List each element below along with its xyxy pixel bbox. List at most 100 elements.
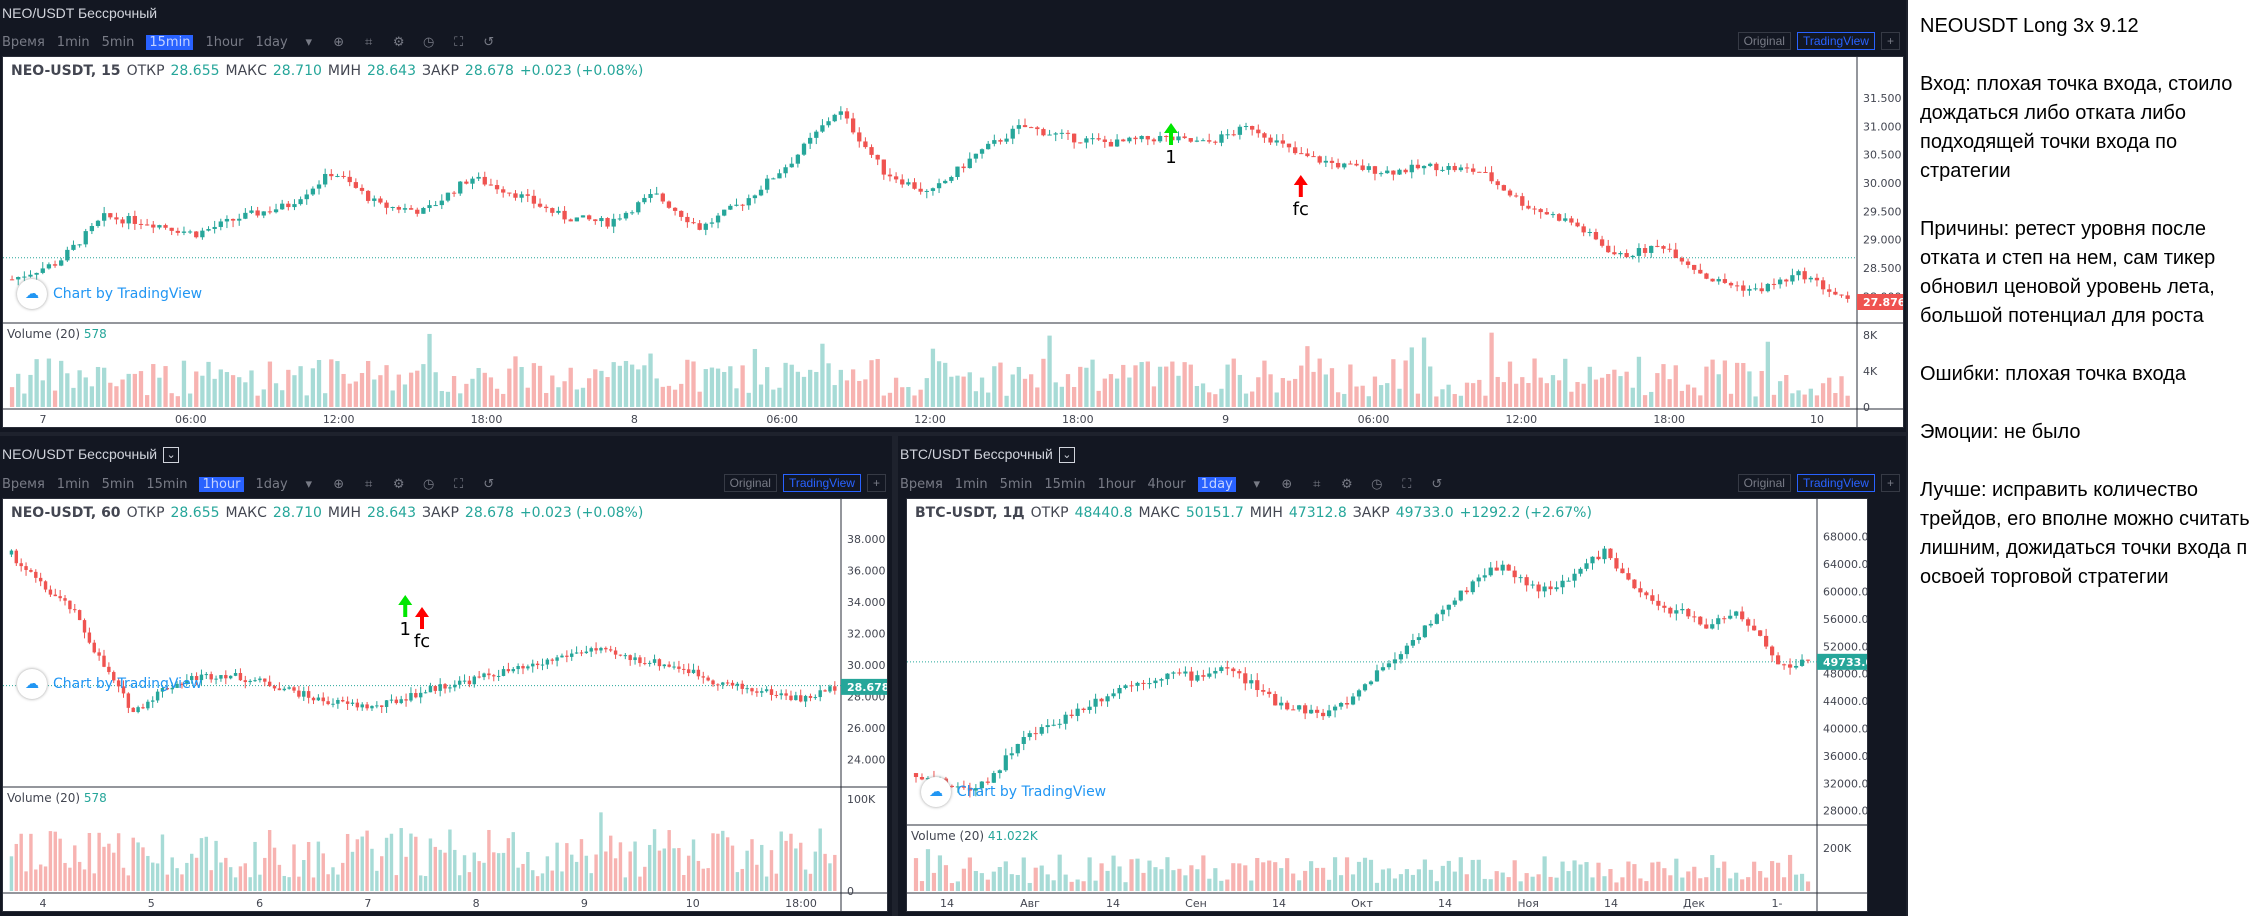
tradingview-button[interactable]: TradingView: [1796, 32, 1875, 50]
tradingview-watermark[interactable]: ☁ Chart by TradingView: [921, 777, 1106, 807]
original-button[interactable]: Original: [1737, 32, 1791, 50]
top-chart[interactable]: 28.00028.50029.00029.50030.00030.50031.0…: [2, 56, 1904, 428]
candle-body: [24, 566, 28, 570]
volume-bar: [1157, 366, 1163, 407]
fullscreen-icon[interactable]: ⛶: [454, 476, 464, 492]
candle-body: [280, 203, 285, 210]
interval-4hour[interactable]: 4hour: [1147, 476, 1186, 492]
interval-1day[interactable]: 1day: [255, 34, 288, 50]
candle-body: [482, 176, 487, 185]
candle-body: [1494, 567, 1499, 571]
interval-dropdown-icon[interactable]: ▾: [305, 476, 312, 492]
candle-body: [470, 178, 475, 184]
y-tick-label: 26.000: [847, 722, 886, 735]
candle-body: [224, 218, 230, 222]
interval-1hour[interactable]: 1hour: [199, 476, 244, 492]
interval-1min[interactable]: 1min: [954, 476, 988, 492]
add-button[interactable]: +: [1880, 32, 1900, 50]
interval-dropdown-icon[interactable]: ▾: [1253, 476, 1261, 492]
top-chart-canvas[interactable]: 28.00028.50029.00029.50030.00030.50031.0…: [3, 57, 1904, 428]
interval-1day[interactable]: 1day: [1197, 476, 1236, 492]
candle-body: [292, 204, 297, 208]
volume-bar: [414, 836, 418, 891]
candle-body: [1231, 668, 1236, 672]
settings-icon[interactable]: ⚙: [392, 34, 405, 50]
interval-15min[interactable]: 15min: [146, 34, 194, 50]
chart-type-icon[interactable]: ⌗: [1313, 476, 1321, 492]
reset-icon[interactable]: ↺: [483, 476, 495, 492]
add-button[interactable]: +: [1880, 474, 1900, 492]
tradingview-button[interactable]: TradingView: [782, 474, 861, 492]
tradingview-watermark[interactable]: ☁ Chart by TradingView: [17, 669, 202, 699]
interval-5min[interactable]: 5min: [101, 34, 135, 50]
chart-type-icon[interactable]: ⌗: [365, 34, 373, 50]
original-button[interactable]: Original: [1737, 474, 1791, 492]
interval-1day[interactable]: 1day: [255, 476, 288, 492]
br-chart[interactable]: 28000.0 32000.0 36000.0 40000.0 44000.0 48000…: [906, 498, 1868, 912]
candle-body: [402, 208, 408, 210]
candle-body: [384, 700, 389, 707]
indicator-icon[interactable]: ⊕: [333, 476, 345, 492]
timezone-icon[interactable]: ◷: [423, 34, 435, 50]
volume-bar: [579, 839, 584, 891]
candle-body: [1476, 577, 1481, 582]
indicator-icon[interactable]: ⊕: [333, 34, 345, 50]
volume-bar: [228, 867, 233, 891]
collapse-chevron-icon[interactable]: ⌄: [163, 447, 180, 464]
candle-body: [116, 680, 121, 687]
interval-5min[interactable]: 5min: [101, 476, 135, 492]
reset-icon[interactable]: ↺: [1431, 476, 1443, 492]
br-chart-canvas[interactable]: 28000.0 32000.0 36000.0 40000.0 44000.0 48000…: [907, 499, 1868, 912]
candle-body: [326, 701, 330, 705]
volume-bar: [1063, 874, 1068, 891]
add-button[interactable]: +: [866, 474, 886, 492]
candle-body: [803, 695, 808, 702]
bl-chart-canvas[interactable]: 24.00026.00028.00030.00032.00034.00036.0…: [3, 499, 888, 912]
interval-15min[interactable]: 15min: [146, 476, 188, 492]
volume-bar: [224, 857, 228, 891]
interval-15min[interactable]: 15min: [1044, 476, 1086, 492]
chart-type-icon[interactable]: ⌗: [365, 476, 373, 492]
volume-bar: [1051, 880, 1056, 891]
volume-bar: [1279, 868, 1284, 891]
candle-body: [53, 594, 57, 597]
indicator-icon[interactable]: ⊕: [1281, 476, 1293, 492]
candle-body: [1121, 139, 1126, 142]
volume-bar: [801, 376, 807, 407]
timezone-icon[interactable]: ◷: [1371, 476, 1383, 492]
fullscreen-icon[interactable]: ⛶: [1402, 476, 1412, 492]
volume-bar: [1045, 874, 1050, 891]
bl-chart[interactable]: 24.000 26.000 28.000 30.000 32.000 34.000 36.0…: [2, 498, 888, 912]
candle-body: [711, 680, 715, 685]
volume-bar: [390, 390, 395, 407]
volume-bar: [1649, 391, 1654, 407]
interval-1min[interactable]: 1min: [56, 34, 90, 50]
volume-bar: [1111, 855, 1116, 891]
volume-bar: [580, 387, 586, 407]
candle-body: [165, 688, 170, 690]
interval-1min[interactable]: 1min: [56, 476, 90, 492]
interval-1hour[interactable]: 1hour: [205, 34, 244, 50]
settings-icon[interactable]: ⚙: [1340, 476, 1353, 492]
candle-body: [985, 781, 990, 783]
settings-icon[interactable]: ⚙: [392, 476, 405, 492]
collapse-chevron-icon[interactable]: ⌄: [1058, 447, 1075, 464]
volume-bar: [1250, 391, 1255, 407]
candle-body: [1740, 611, 1745, 620]
tradingview-watermark[interactable]: ☁ Chart by TradingView: [17, 279, 202, 309]
candle-body: [519, 194, 524, 198]
br-title-text: BTC/USDT Бессрочный: [900, 446, 1053, 462]
tradingview-button[interactable]: TradingView: [1796, 474, 1875, 492]
interval-dropdown-icon[interactable]: ▾: [305, 34, 312, 50]
reset-icon[interactable]: ↺: [483, 34, 495, 50]
candle-body: [647, 662, 652, 664]
fullscreen-icon[interactable]: ⛶: [454, 34, 464, 50]
volume-bar: [623, 360, 629, 407]
timezone-icon[interactable]: ◷: [423, 476, 435, 492]
interval-5min[interactable]: 5min: [999, 476, 1033, 492]
volume-bar: [803, 869, 808, 891]
interval-1hour[interactable]: 1hour: [1097, 476, 1136, 492]
original-button[interactable]: Original: [723, 474, 777, 492]
candle-body: [1686, 608, 1691, 617]
candle-body: [550, 208, 555, 213]
